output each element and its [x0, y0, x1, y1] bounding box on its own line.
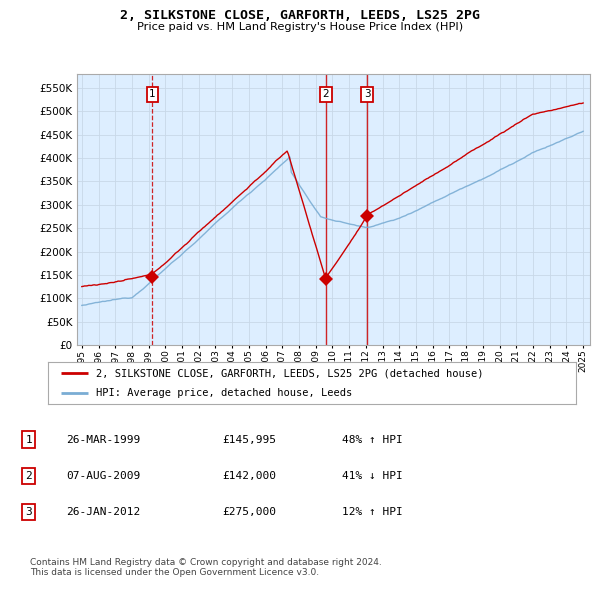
Text: 2, SILKSTONE CLOSE, GARFORTH, LEEDS, LS25 2PG: 2, SILKSTONE CLOSE, GARFORTH, LEEDS, LS2…: [120, 9, 480, 22]
Text: 12% ↑ HPI: 12% ↑ HPI: [342, 507, 403, 517]
Text: 07-AUG-2009: 07-AUG-2009: [66, 471, 140, 481]
Text: 26-JAN-2012: 26-JAN-2012: [66, 507, 140, 517]
Text: Contains HM Land Registry data © Crown copyright and database right 2024.
This d: Contains HM Land Registry data © Crown c…: [30, 558, 382, 577]
Text: 48% ↑ HPI: 48% ↑ HPI: [342, 435, 403, 444]
Text: 41% ↓ HPI: 41% ↓ HPI: [342, 471, 403, 481]
Text: 2: 2: [322, 89, 329, 99]
Text: 2: 2: [25, 471, 32, 481]
Text: 3: 3: [364, 89, 370, 99]
Text: Price paid vs. HM Land Registry's House Price Index (HPI): Price paid vs. HM Land Registry's House …: [137, 22, 463, 32]
Text: £142,000: £142,000: [222, 471, 276, 481]
Text: 2, SILKSTONE CLOSE, GARFORTH, LEEDS, LS25 2PG (detached house): 2, SILKSTONE CLOSE, GARFORTH, LEEDS, LS2…: [95, 368, 483, 378]
Text: 1: 1: [25, 435, 32, 444]
Text: 3: 3: [25, 507, 32, 517]
Text: 1: 1: [149, 89, 156, 99]
Text: 26-MAR-1999: 26-MAR-1999: [66, 435, 140, 444]
Text: £145,995: £145,995: [222, 435, 276, 444]
Text: HPI: Average price, detached house, Leeds: HPI: Average price, detached house, Leed…: [95, 388, 352, 398]
Text: £275,000: £275,000: [222, 507, 276, 517]
